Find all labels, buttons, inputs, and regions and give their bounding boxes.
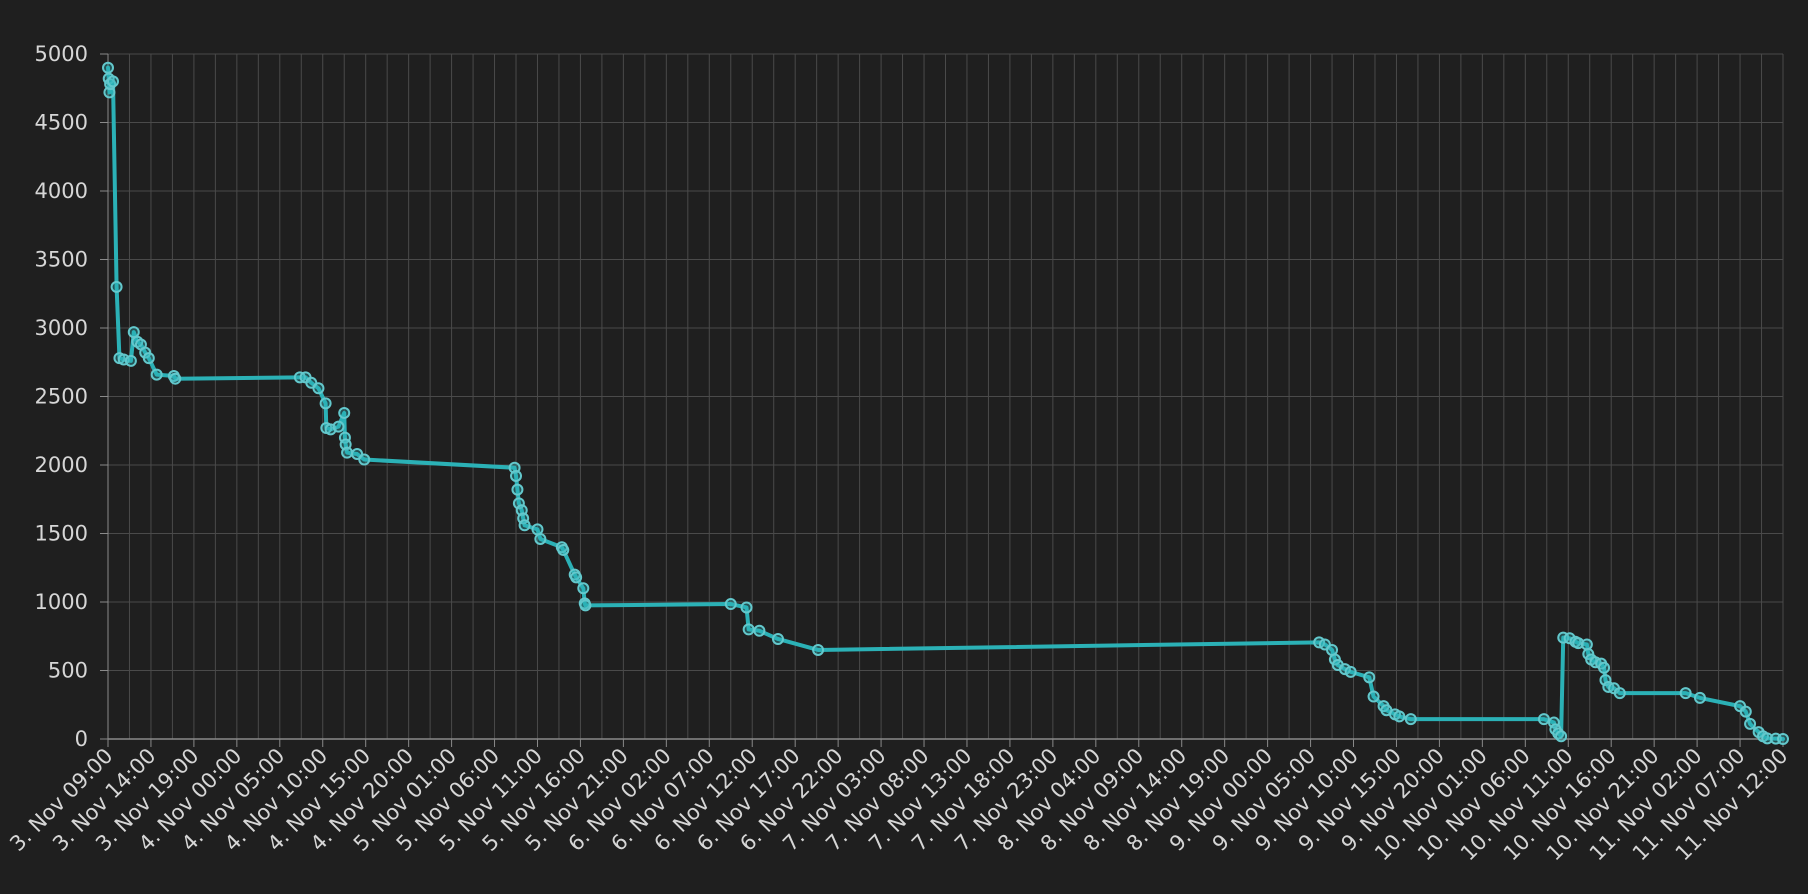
data-point xyxy=(1580,638,1593,651)
data-point xyxy=(1367,690,1380,703)
y-tick-label: 2000 xyxy=(35,453,88,477)
data-point xyxy=(534,532,547,545)
data-point xyxy=(1598,661,1611,674)
grid-lines xyxy=(107,53,1784,740)
data-point xyxy=(1344,665,1357,678)
data-point xyxy=(1338,663,1351,676)
y-tick-label: 1000 xyxy=(35,590,88,614)
data-point xyxy=(358,453,371,466)
data-point xyxy=(570,571,583,584)
y-tick-labels: 0 500 1000 1500 2000 2500 3000 3500 4000 4500 5000 xyxy=(35,42,88,751)
data-point xyxy=(124,354,137,367)
data-point xyxy=(142,352,155,365)
data-point xyxy=(1739,705,1752,718)
y-tick-label: 1500 xyxy=(35,522,88,546)
data-point xyxy=(1679,687,1692,700)
data-point xyxy=(110,280,123,293)
data-point xyxy=(1363,671,1376,684)
data-point xyxy=(1693,691,1706,704)
data-point xyxy=(753,624,766,637)
data-point xyxy=(312,382,325,395)
data-point xyxy=(1326,643,1339,656)
data-point xyxy=(107,75,120,88)
data-point xyxy=(1777,733,1789,745)
data-point xyxy=(150,368,163,381)
y-tick-label: 3500 xyxy=(35,248,88,272)
data-point xyxy=(319,397,332,410)
data-point xyxy=(341,446,354,459)
data-point xyxy=(332,420,345,433)
axes xyxy=(100,53,1784,747)
data-point xyxy=(577,582,590,595)
data-point xyxy=(338,406,351,419)
y-tick-label: 3000 xyxy=(35,316,88,340)
y-tick-label: 4500 xyxy=(35,111,88,135)
y-tick-label: 500 xyxy=(48,659,88,683)
data-point xyxy=(1744,717,1757,730)
data-point xyxy=(511,483,524,496)
data-point xyxy=(1613,687,1626,700)
data-point xyxy=(1537,713,1550,726)
data-point xyxy=(772,632,784,645)
data-point xyxy=(1761,732,1774,745)
data-point xyxy=(169,372,182,385)
data-point xyxy=(740,601,753,614)
data-point xyxy=(127,326,140,339)
data-point xyxy=(742,623,755,636)
data-point xyxy=(1393,710,1406,723)
data-point xyxy=(1404,713,1417,726)
series-layer xyxy=(102,61,1789,745)
data-point xyxy=(1572,637,1585,650)
data-point xyxy=(1555,730,1568,743)
y-tick-label: 2500 xyxy=(35,385,88,409)
data-point xyxy=(510,469,523,482)
data-point xyxy=(557,543,570,556)
data-point xyxy=(531,523,544,536)
data-point xyxy=(579,599,592,612)
y-tick-label: 4000 xyxy=(35,179,88,203)
y-tick-label: 0 xyxy=(75,727,88,751)
y-tick-label: 5000 xyxy=(35,42,88,66)
data-point xyxy=(518,519,531,532)
data-point xyxy=(724,598,737,611)
data-point xyxy=(812,643,825,656)
data-point xyxy=(102,61,114,74)
